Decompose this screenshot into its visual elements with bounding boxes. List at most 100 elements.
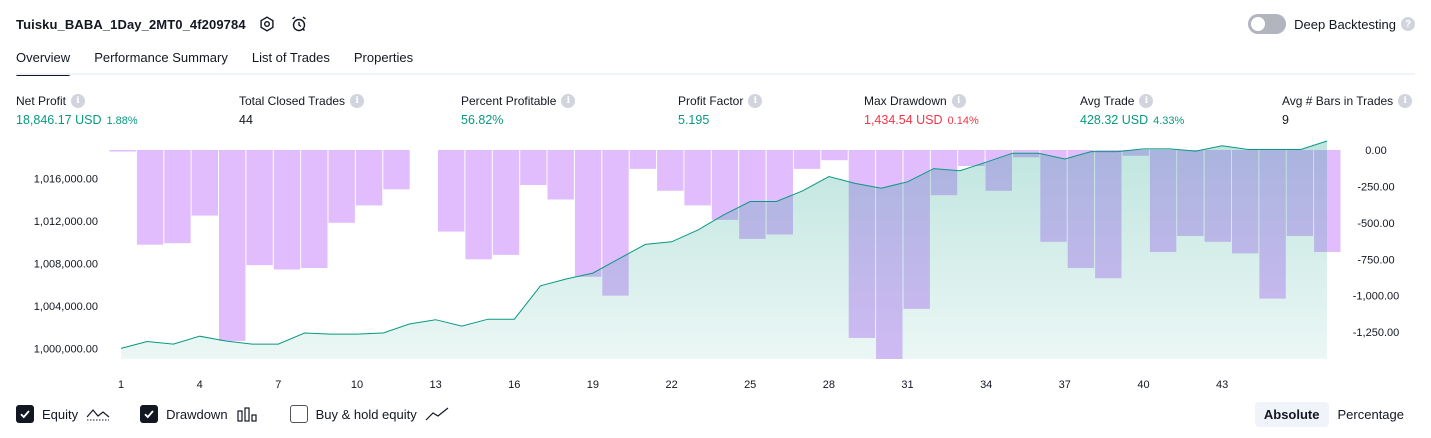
metric-value: 428.32 USD — [1080, 113, 1149, 127]
legend-equity[interactable]: Equity — [16, 405, 110, 423]
metric-label: Avg Trade — [1080, 94, 1135, 108]
drawdown-bar — [574, 150, 602, 277]
absolute-button[interactable]: Absolute — [1254, 402, 1329, 427]
drawdown-bar — [438, 150, 465, 232]
metric-avg-bars-in-trades: Avg # Bars in Trades i 9 — [1282, 93, 1413, 129]
x-tick-label: 22 — [665, 379, 677, 391]
buy-hold-checkbox[interactable] — [289, 405, 308, 423]
metric-value: 1,434.54 USD — [864, 113, 943, 127]
drawdown-bar — [629, 150, 657, 169]
metric-percent-profitable: Percent Profitable i 56.82% — [461, 93, 576, 129]
tab-overview[interactable]: Overview — [16, 44, 71, 76]
legend-label: Drawdown — [166, 406, 228, 422]
info-icon[interactable]: i — [1398, 94, 1413, 108]
metric-label: Avg # Bars in Trades — [1282, 94, 1394, 108]
equity-line-icon — [86, 409, 110, 421]
drawdown-bar — [383, 150, 410, 190]
drawdown-bar — [657, 150, 684, 191]
metric-avg-trade: Avg Trade i 428.32 USD 4.33% — [1080, 93, 1184, 129]
scale-mode-switch: Absolute Percentage — [1254, 402, 1413, 427]
metric-value: 9 — [1282, 113, 1289, 127]
y-tick-label: -1,250.00 — [1353, 327, 1399, 339]
equity-area — [121, 141, 1327, 359]
deep-backtesting: Deep Backtesting ? — [1248, 12, 1415, 36]
settings-gear-icon[interactable] — [256, 13, 278, 35]
info-icon[interactable]: i — [951, 94, 966, 108]
drawdown-bar — [109, 150, 136, 152]
info-icon[interactable]: i — [71, 94, 86, 108]
alarm-clock-icon[interactable] — [288, 13, 310, 35]
drawdown-bar — [711, 150, 739, 220]
x-tick-label: 34 — [980, 379, 992, 391]
legend-label: Buy & hold equity — [315, 406, 417, 422]
y-tick-label: -1,000.00 — [1353, 291, 1399, 303]
x-tick-label: 10 — [351, 379, 363, 391]
info-icon[interactable]: i — [1139, 94, 1154, 108]
tab-performance-summary[interactable]: Performance Summary — [94, 50, 228, 65]
deep-backtesting-toggle[interactable] — [1248, 14, 1287, 34]
equity-axis: 1,016,000.00 1,012,000.00 1,008,000.00 1,00… — [34, 174, 98, 356]
x-tick-label: 25 — [744, 379, 756, 391]
metric-value: 18,846.17 USD — [16, 113, 102, 127]
x-tick-label: 31 — [901, 379, 913, 391]
equity-drawdown-chart[interactable]: 1,016,000.00 1,012,000.00 1,008,000.00 1,00… — [0, 140, 1431, 398]
metric-value: 5.195 — [678, 113, 710, 127]
y-tick-label: -750.00 — [1357, 254, 1394, 266]
metric-value: 44 — [239, 113, 253, 127]
legend-drawdown[interactable]: Drawdown — [140, 405, 259, 423]
metric-label: Percent Profitable — [461, 94, 557, 108]
drawdown-bar — [191, 150, 218, 216]
drawdown-bar — [328, 150, 355, 223]
strategy-title: Tuisku_BABA_1Day_2MT0_4f209784 — [16, 16, 246, 32]
legend-buy-hold-equity[interactable]: Buy & hold equity — [289, 405, 449, 423]
drawdown-bar — [821, 150, 848, 161]
legend-label: Equity — [42, 406, 79, 422]
x-tick-label: 16 — [508, 379, 520, 391]
drawdown-bar — [547, 150, 574, 200]
drawdown-axis: 0.00 -250.00 -500.00 -750.00 -1,000.00 -1,250… — [1353, 145, 1399, 339]
x-tick-label: 7 — [275, 379, 281, 391]
x-tick-label: 19 — [587, 379, 599, 391]
metric-percent: 0.14% — [947, 115, 979, 127]
metric-label: Max Drawdown — [864, 94, 947, 108]
help-icon[interactable]: ? — [1401, 17, 1415, 31]
x-tick-label: 37 — [1059, 379, 1071, 391]
drawdown-bar — [793, 150, 821, 169]
metric-label: Total Closed Trades — [239, 94, 346, 108]
drawdown-bar — [219, 150, 246, 341]
metric-label: Profit Factor — [678, 94, 744, 108]
x-tick-label: 13 — [429, 379, 441, 391]
drawdown-bar — [958, 150, 985, 166]
x-tick-label: 43 — [1216, 379, 1228, 391]
x-tick-label: 4 — [197, 379, 203, 391]
y-tick-label: 1,000,000.00 — [34, 343, 98, 355]
drawdown-bar — [355, 150, 383, 206]
metric-net-profit: Net Profit i 18,846.17 USD 1.88% — [16, 93, 138, 129]
drawdown-bar — [136, 150, 164, 245]
tab-list-of-trades[interactable]: List of Trades — [251, 50, 330, 65]
tab-properties[interactable]: Properties — [353, 50, 414, 65]
drawdown-bar — [301, 150, 328, 268]
metric-label: Net Profit — [16, 94, 67, 108]
chart-legend: Equity Drawdown Buy & hold equity — [16, 404, 479, 424]
metric-value: 56.82% — [461, 113, 504, 127]
report-tabs: Overview Performance Summary List of Tra… — [16, 44, 437, 76]
y-tick-label: 1,016,000.00 — [34, 174, 98, 186]
y-tick-label: 1,004,000.00 — [34, 301, 98, 313]
strategy-header: Tuisku_BABA_1Day_2MT0_4f209784 — [16, 12, 310, 36]
drawdown-bar — [684, 150, 711, 206]
x-tick-label: 28 — [823, 379, 835, 391]
drawdown-bar — [520, 150, 547, 185]
equity-checkbox[interactable] — [16, 405, 34, 423]
info-icon[interactable]: i — [748, 94, 763, 108]
info-icon[interactable]: i — [350, 94, 365, 108]
y-tick-label: 1,012,000.00 — [34, 216, 98, 228]
info-icon[interactable]: i — [561, 94, 576, 108]
drawdown-bar — [273, 150, 301, 270]
metric-percent: 4.33% — [1153, 115, 1185, 127]
drawdown-checkbox[interactable] — [140, 405, 159, 423]
metric-percent: 1.88% — [106, 115, 138, 127]
drawdown-bar — [465, 150, 492, 260]
drawdown-bars-icon — [236, 407, 257, 422]
percentage-button[interactable]: Percentage — [1337, 407, 1405, 422]
